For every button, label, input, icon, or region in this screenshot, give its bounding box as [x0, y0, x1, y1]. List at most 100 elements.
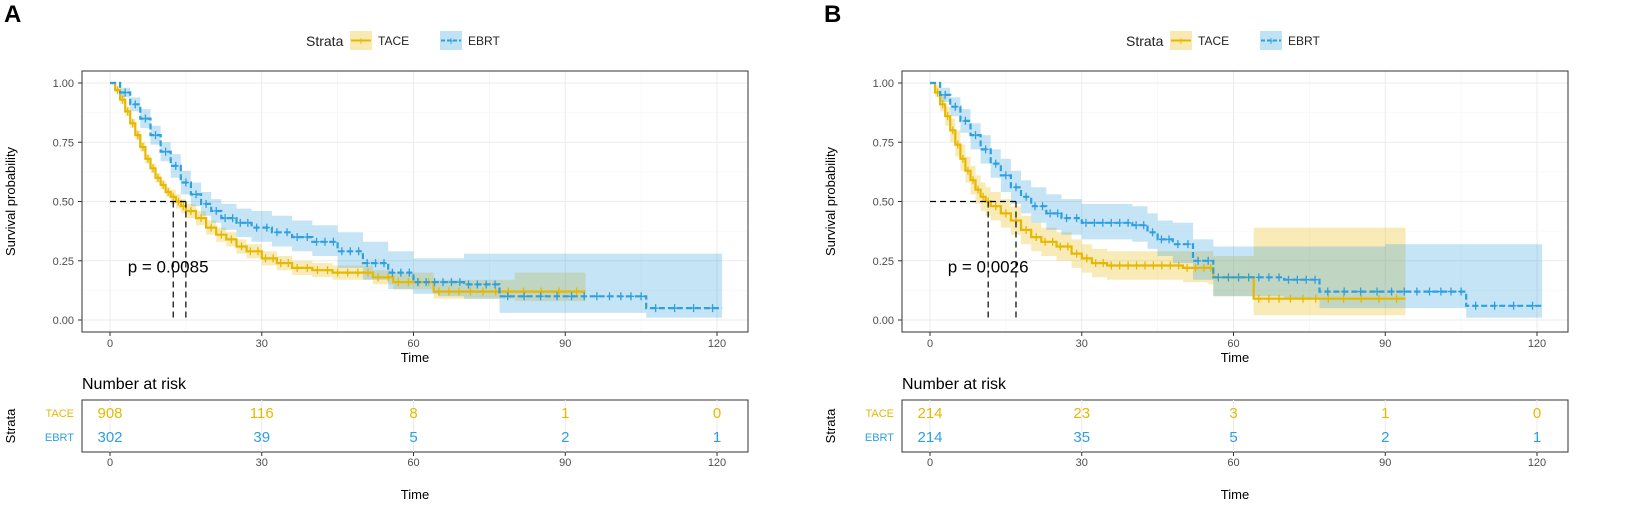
censor-mark: [187, 206, 194, 215]
censor-mark: [628, 292, 635, 301]
censor-mark: [254, 247, 261, 256]
censor-mark: [1174, 240, 1181, 249]
censor-mark: [1300, 294, 1307, 303]
censor-mark: [1375, 294, 1382, 303]
censor-mark: [1341, 287, 1348, 296]
risk-row-label-tace: TACE: [45, 408, 74, 420]
censor-mark: [1023, 225, 1030, 234]
grid: [82, 71, 748, 332]
censor-mark: [354, 268, 361, 277]
legend-label-tace: TACE: [378, 34, 409, 48]
risk-value: 8: [409, 405, 417, 422]
risk-value: 214: [917, 429, 942, 446]
censor-mark: [1303, 275, 1310, 284]
censor-mark: [294, 263, 301, 272]
censor-mark: [1116, 218, 1123, 227]
censor-mark: [1401, 287, 1408, 296]
y-tick-label: 0.50: [873, 197, 894, 209]
x-tick-label: 60: [407, 338, 419, 350]
censor-mark: [1265, 273, 1272, 282]
censor-mark: [652, 304, 659, 313]
censor-mark: [229, 214, 236, 223]
censor-mark: [1031, 202, 1038, 211]
censor-mark: [593, 292, 600, 301]
censor-mark: [1200, 263, 1207, 272]
censor-mark: [581, 292, 588, 301]
censor-mark: [334, 268, 341, 277]
censor-mark: [198, 214, 205, 223]
censor-mark: [1054, 209, 1061, 218]
censor-mark: [1099, 218, 1106, 227]
risk-x-tick-label: 30: [1076, 457, 1088, 469]
censor-mark: [414, 278, 421, 287]
legend-censor-mark: +: [447, 34, 454, 48]
censor-mark: [1063, 214, 1070, 223]
censor-mark: [1357, 287, 1364, 296]
censor-mark: [324, 266, 331, 275]
censor-mark: [144, 154, 151, 163]
censor-mark: [132, 100, 139, 109]
censor-mark: [1358, 294, 1365, 303]
y-axis-title: Survival probability: [3, 146, 18, 256]
censor-mark: [203, 199, 210, 208]
censor-mark: [122, 88, 129, 97]
censor-mark: [192, 190, 199, 199]
censor-mark: [330, 237, 337, 246]
censor-mark: [964, 166, 971, 175]
censor-mark: [1073, 249, 1080, 258]
risk-x-tick-label: 60: [1227, 457, 1239, 469]
censor-mark: [638, 292, 645, 301]
risk-table-border: [81, 399, 749, 453]
censor-mark: [1393, 294, 1400, 303]
censor-mark: [142, 114, 149, 123]
censor-mark: [467, 287, 474, 296]
censor-mark: [1225, 273, 1232, 282]
y-tick-label: 0.25: [53, 256, 74, 268]
censor-mark: [1426, 287, 1433, 296]
censor-mark: [690, 304, 697, 313]
censor-mark: [1158, 261, 1165, 270]
censor-mark: [1140, 221, 1147, 230]
y-tick-label: 0.00: [873, 315, 894, 327]
censor-mark: [385, 273, 392, 282]
legend-label-tace: TACE: [1198, 34, 1229, 48]
grid: [902, 71, 1568, 332]
censor-mark: [1100, 259, 1107, 268]
censor-mark: [262, 254, 269, 263]
censor-marks-tace: [934, 88, 1400, 303]
x-tick-label: 30: [1076, 338, 1088, 350]
censor-mark: [1413, 287, 1420, 296]
censor-mark: [954, 140, 961, 149]
legend-label-ebrt: EBRT: [1288, 34, 1320, 48]
censor-mark: [980, 192, 987, 201]
censor-mark: [397, 268, 404, 277]
legend-censor-mark: +: [1267, 34, 1274, 48]
censor-mark: [1150, 261, 1157, 270]
censor-mark: [1091, 218, 1098, 227]
censor-mark: [568, 292, 575, 301]
censor-mark: [1133, 221, 1140, 230]
legend-title: Strata: [1126, 33, 1164, 49]
risk-row-label-tace: TACE: [865, 408, 894, 420]
censor-marks-tace: [114, 86, 580, 296]
censor-mark: [380, 259, 387, 268]
censor-mark: [1325, 294, 1332, 303]
censor-mark: [431, 278, 438, 287]
y-tick-label: 0.75: [53, 137, 74, 149]
censor-mark: [465, 280, 472, 289]
censor-mark: [972, 131, 979, 140]
x-tick-label: 30: [256, 338, 268, 350]
risk-x-tick-label: 90: [1379, 457, 1391, 469]
risk-value: 0: [1533, 405, 1541, 422]
risk-value: 2: [561, 429, 569, 446]
risk-table: Number at risk TACE 214 23 3 1 0 EBRT 214 35 5 2 1 0 3…: [823, 376, 1569, 502]
censor-mark: [1287, 294, 1294, 303]
median-lines: [930, 200, 1017, 320]
censor-mark: [445, 287, 452, 296]
censor-mark: [1276, 294, 1283, 303]
censor-mark: [1192, 263, 1199, 272]
censor-mark: [483, 280, 490, 289]
censor-mark: [1073, 214, 1080, 223]
legend: Strata + TACE + EBRT: [306, 31, 500, 50]
